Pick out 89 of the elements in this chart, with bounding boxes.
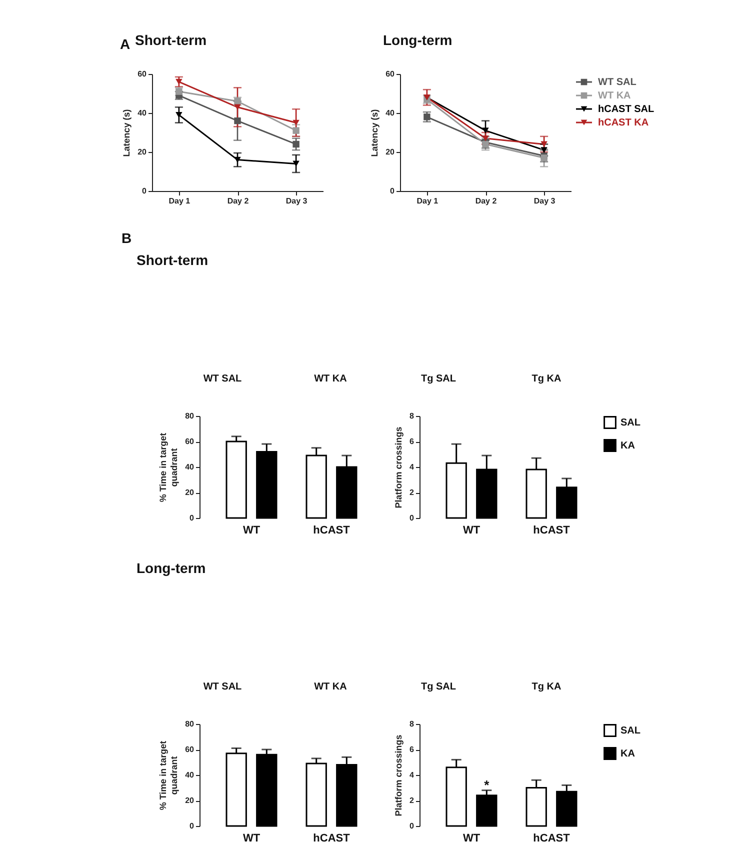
x-tick-label: hCAST [533, 524, 570, 536]
text: Long-term [136, 560, 206, 576]
y-tick-label: 0 [410, 514, 415, 522]
y-tick-label: 8 [410, 412, 415, 420]
y-tick-label: 0 [142, 186, 148, 196]
y-tick-label: 40 [386, 108, 396, 118]
bar [306, 762, 327, 827]
x-tick-label: Day 1 [416, 196, 439, 206]
y-tick-label: 0 [410, 822, 415, 830]
y-tick-label: 0 [190, 822, 195, 830]
legend-label: SAL [620, 726, 640, 736]
category-label: WT SAL [203, 374, 242, 384]
y-tick-label: 4 [410, 462, 415, 472]
x-tick-label: Day 2 [227, 196, 250, 206]
x-tick-label: WT [242, 832, 260, 844]
chart-title: Long-term [383, 32, 452, 48]
category-label: Tg KA [532, 682, 562, 692]
data-label: * [484, 777, 490, 792]
x-tick-label: WT [462, 524, 480, 536]
x-tick-label: WT [242, 524, 260, 536]
x-tick-label: Day 3 [534, 196, 556, 206]
y-tick-label: 20 [185, 796, 195, 805]
x-tick-label: hCAST [313, 832, 350, 844]
y-axis-title: Latency (s) [370, 109, 380, 157]
y-tick-label: 40 [138, 108, 148, 118]
text: Short-term [136, 252, 208, 268]
category-label: Tg SAL [421, 682, 456, 692]
chart-title: Short-term [135, 32, 207, 48]
y-tick-label: 6 [410, 437, 415, 446]
category-label: WT SAL [203, 682, 242, 692]
point [292, 140, 300, 148]
legend-label: KA [620, 440, 635, 452]
x-tick-label: WT [462, 832, 480, 844]
legend-label: hCAST SAL [598, 104, 654, 115]
point [234, 117, 241, 124]
legend-label: WT SAL [598, 77, 636, 88]
point [234, 156, 241, 163]
y-tick-label: 40 [185, 462, 195, 472]
point [482, 128, 489, 134]
y-tick-label: 8 [410, 720, 415, 728]
y-tick-label: 0 [390, 186, 396, 196]
y-tick-label: 80 [185, 720, 195, 728]
y-tick-label: 20 [138, 148, 148, 156]
category-label: Tg KA [532, 374, 562, 384]
y-tick-label: 80 [185, 412, 195, 420]
y-axis-title: Latency (s) [122, 109, 132, 157]
x-tick-label: Day 1 [168, 196, 191, 206]
y-tick-label: 2 [410, 488, 415, 497]
point [292, 160, 300, 167]
y-tick-label: 20 [386, 148, 396, 156]
text: B [122, 230, 132, 246]
point [482, 135, 489, 142]
x-tick-label: hCAST [533, 832, 570, 844]
y-axis-title: Platform crossings [394, 426, 404, 508]
x-tick-label: hCAST [313, 524, 350, 536]
category-label: WT KA [314, 374, 347, 384]
bar [256, 754, 278, 827]
point [424, 114, 430, 120]
bar [476, 794, 498, 827]
point [540, 141, 548, 148]
point [292, 127, 300, 134]
y-tick-label: 60 [185, 437, 195, 446]
point [292, 120, 300, 126]
text: A [120, 36, 130, 52]
x-tick-label: Day 2 [475, 196, 498, 206]
legend-label: hCAST KA [598, 118, 649, 128]
legend-label: WT KA [598, 90, 631, 102]
y-tick-label: 6 [410, 745, 415, 754]
bar [226, 752, 247, 827]
point [176, 112, 182, 118]
y-tick-label: 60 [386, 70, 396, 78]
y-axis-title: % Time in target quadrant [158, 740, 180, 810]
x-tick-label: Day 3 [286, 196, 308, 206]
y-axis-title: % Time in target quadrant [158, 432, 180, 502]
legend-label: KA [620, 748, 635, 760]
point [176, 88, 182, 95]
y-axis-title: Platform crossings [394, 734, 404, 816]
category-label: Tg SAL [421, 374, 456, 384]
y-tick-label: 20 [185, 488, 195, 497]
point [176, 78, 182, 85]
category-label: WT KA [314, 682, 347, 692]
y-tick-label: 60 [185, 745, 195, 754]
y-tick-label: 0 [190, 514, 195, 522]
legend-label: SAL [620, 418, 640, 428]
bar [226, 440, 247, 519]
y-tick-label: 2 [410, 796, 415, 805]
y-tick-label: 40 [185, 770, 195, 780]
y-tick-label: 60 [138, 70, 148, 78]
y-tick-label: 4 [410, 770, 415, 780]
